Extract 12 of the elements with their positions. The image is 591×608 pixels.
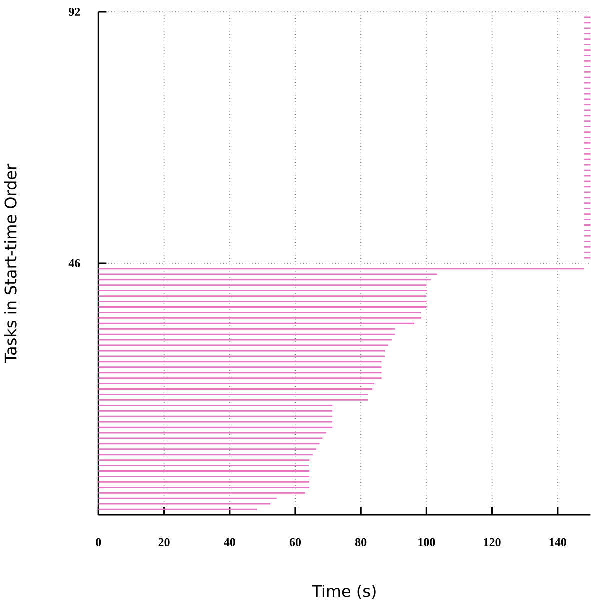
y-tick-label: 46 [68, 259, 80, 268]
x-tick-label: 100 [418, 538, 435, 546]
x-tick-label: 60 [290, 538, 301, 546]
x-tick-label: 80 [355, 538, 366, 546]
x-tick-label: 0 [96, 538, 101, 546]
x-axis-title: Time (s) [312, 584, 376, 600]
x-tick-label: 40 [224, 538, 236, 546]
x-tick-label: 120 [484, 538, 501, 546]
y-tick-label: 92 [68, 8, 80, 16]
x-tick-label: 20 [158, 538, 170, 546]
x-tick-label: 140 [550, 538, 566, 546]
y-axis-title: Tasks in Start-time Order [4, 164, 17, 364]
